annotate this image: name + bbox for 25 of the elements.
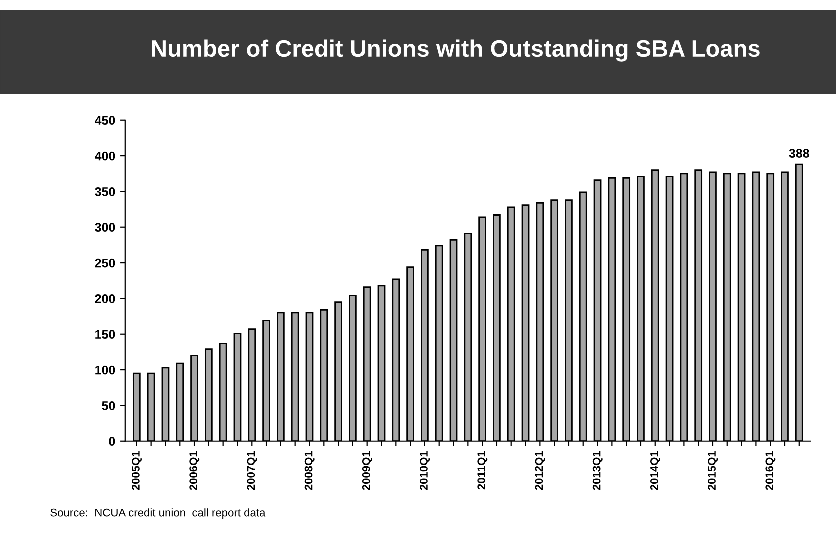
y-tick-label: 200: [95, 294, 116, 304]
x-tick-label: 2014Q1: [650, 451, 660, 490]
y-tick-label: 100: [96, 366, 116, 375]
y-tick-label: 150: [96, 330, 116, 340]
x-tick-label: 2015Q1: [708, 451, 718, 490]
y-tick-label: 50: [102, 402, 116, 410]
y-tick-label: 350: [95, 188, 116, 196]
x-tick-label: 2009Q1: [362, 451, 372, 490]
x-tick-label: 2005Q1: [132, 451, 142, 490]
x-tick-label: 2011Q1: [478, 451, 488, 490]
x-tick-label: 2013Q1: [592, 451, 603, 490]
x-tick-label: 2008Q1: [304, 451, 315, 490]
y-tick-label: 400: [95, 152, 116, 161]
y-tick-label: 0: [109, 437, 116, 446]
chart-title: Number of Credit Unions with Outstanding SBA Loans: [152, 40, 760, 62]
x-tick-label: 2012Q1: [535, 451, 546, 490]
y-tick-label: 450: [95, 116, 116, 126]
y-tick-label: 300: [95, 223, 116, 232]
x-tick-label: 2010Q1: [420, 451, 430, 490]
x-tick-label: 2006Q1: [190, 451, 200, 490]
x-tick-label: 2007Q1: [247, 451, 258, 490]
data-label: 388: [789, 149, 810, 158]
source-note: Source: NCUA credit union call report data: [50, 508, 266, 519]
x-tick-label: 2016Q1: [766, 451, 776, 490]
y-tick-label: 250: [95, 258, 116, 268]
